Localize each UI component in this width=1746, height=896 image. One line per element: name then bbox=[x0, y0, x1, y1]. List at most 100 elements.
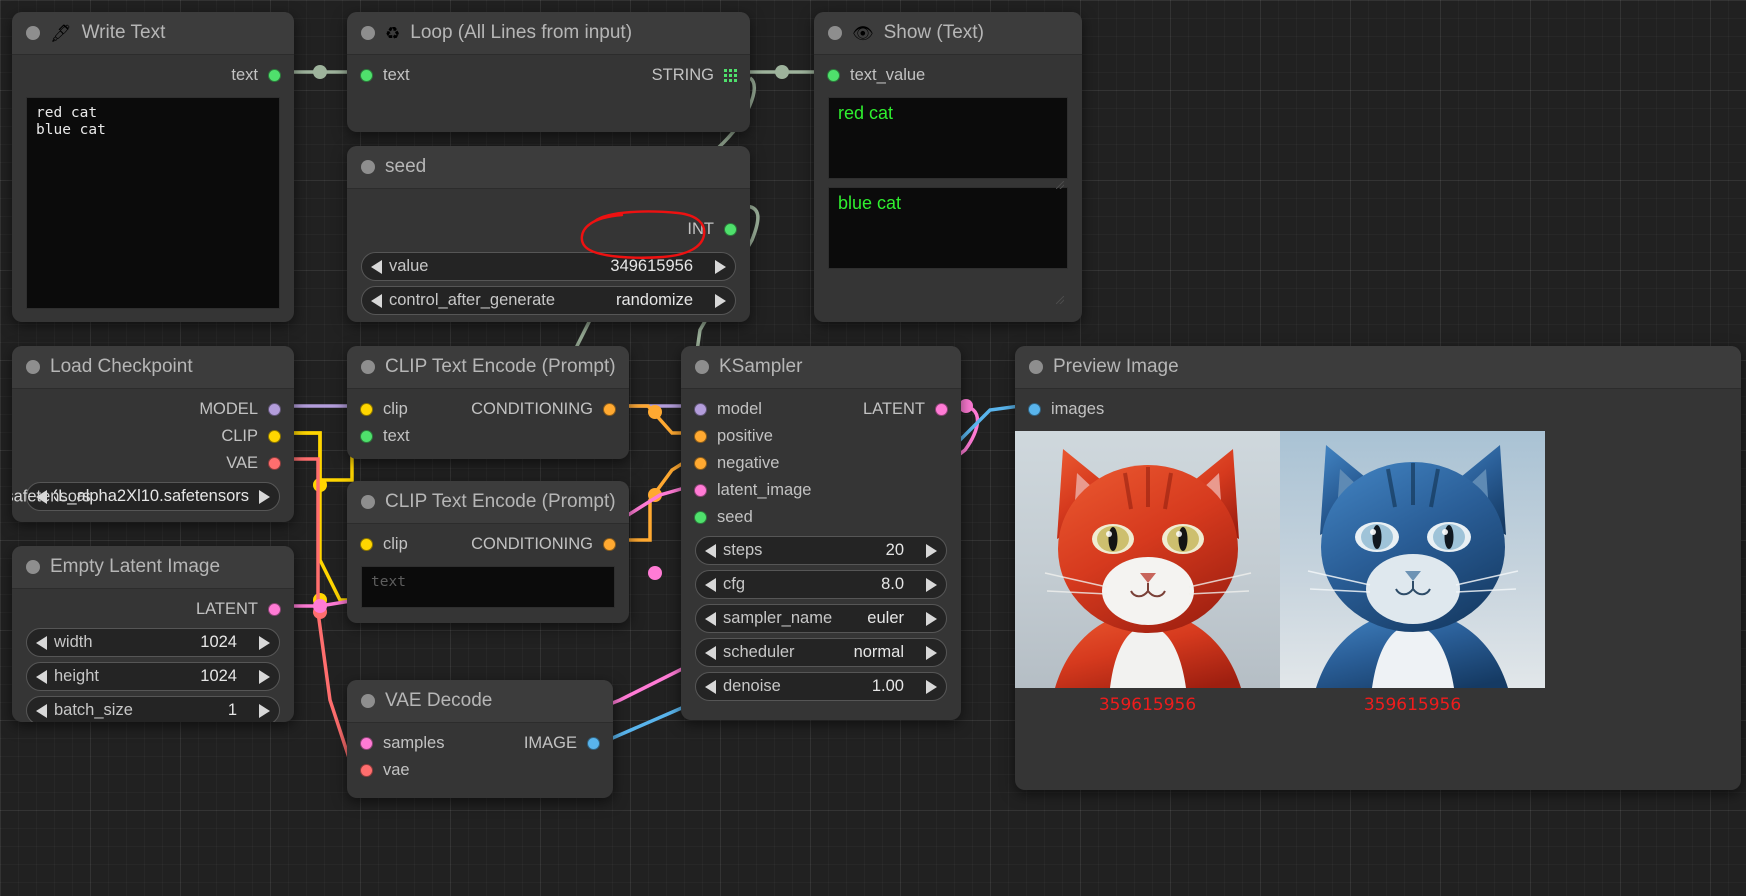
input-dot-icon[interactable] bbox=[1028, 403, 1041, 416]
increment-arrow-icon[interactable] bbox=[259, 635, 270, 650]
clip-neg-textarea[interactable]: text bbox=[361, 566, 615, 608]
node-vae-decode[interactable]: VAE Decode samples IMAGE vae bbox=[347, 680, 613, 798]
widget-value[interactable]: normal bbox=[853, 643, 904, 661]
input-dot-icon[interactable] bbox=[360, 538, 373, 551]
decrement-arrow-icon[interactable] bbox=[371, 293, 382, 308]
input-dot-icon[interactable] bbox=[360, 403, 373, 416]
node-write-text[interactable]: 🖋 Write Text text red cat blue cat bbox=[12, 12, 294, 322]
node-preview-image[interactable]: Preview Image images bbox=[1015, 346, 1741, 790]
input-dot-icon[interactable] bbox=[694, 457, 707, 470]
increment-arrow-icon[interactable] bbox=[926, 679, 937, 694]
node-title-bar[interactable]: 🖋 Write Text bbox=[12, 12, 294, 55]
decrement-arrow-icon[interactable] bbox=[36, 669, 47, 684]
increment-arrow-icon[interactable] bbox=[926, 543, 937, 558]
node-title-bar[interactable]: CLIP Text Encode (Prompt) bbox=[347, 346, 629, 389]
output-dot-icon[interactable] bbox=[935, 403, 948, 416]
decrement-arrow-icon[interactable] bbox=[705, 679, 716, 694]
ksampler-row-model[interactable]: model LATENT bbox=[681, 396, 961, 423]
node-title-bar[interactable]: ♻ Loop (All Lines from input) bbox=[347, 12, 750, 55]
clip-pos-row-1[interactable]: clip CONDITIONING bbox=[347, 396, 629, 423]
input-dot-icon[interactable] bbox=[694, 484, 707, 497]
decrement-arrow-icon[interactable] bbox=[705, 577, 716, 592]
collapse-dot-icon[interactable] bbox=[695, 360, 709, 374]
increment-arrow-icon[interactable] bbox=[259, 489, 270, 504]
collapse-dot-icon[interactable] bbox=[26, 360, 40, 374]
widget-value[interactable]: euler bbox=[867, 609, 904, 627]
input-dot-icon[interactable] bbox=[694, 511, 707, 524]
widget-sampler-name[interactable]: sampler_name euler bbox=[695, 604, 947, 633]
widget-value[interactable]: value 349615956 bbox=[361, 252, 736, 281]
widget-value[interactable]: aperXL_alpha2Xl10.safetensors bbox=[54, 487, 249, 505]
node-title-bar[interactable]: KSampler bbox=[681, 346, 961, 389]
widget-value[interactable]: 349615956 bbox=[610, 257, 693, 275]
ksampler-row-negative[interactable]: negative bbox=[681, 450, 961, 477]
show-text-output-1[interactable]: red cat bbox=[828, 97, 1068, 179]
widget-value[interactable]: 20 bbox=[885, 541, 904, 559]
ksampler-row-latent-image[interactable]: latent_image bbox=[681, 477, 961, 504]
widget-denoise[interactable]: denoise 1.00 bbox=[695, 672, 947, 701]
clip-pos-row-2[interactable]: text bbox=[347, 423, 629, 450]
node-empty-latent-image[interactable]: Empty Latent Image LATENT width 1024 hei… bbox=[12, 546, 294, 722]
collapse-dot-icon[interactable] bbox=[361, 495, 375, 509]
output-dot-icon[interactable] bbox=[724, 223, 737, 236]
preview-image-red-cat[interactable] bbox=[1015, 431, 1280, 688]
increment-arrow-icon[interactable] bbox=[715, 259, 726, 274]
increment-arrow-icon[interactable] bbox=[926, 611, 937, 626]
widget-batch-size[interactable]: batch_size 1 bbox=[26, 696, 280, 722]
vae-decode-row-samples[interactable]: samples IMAGE bbox=[347, 730, 613, 757]
collapse-dot-icon[interactable] bbox=[361, 694, 375, 708]
widget-value[interactable]: 8.0 bbox=[881, 575, 904, 593]
clip-neg-row-1[interactable]: clip CONDITIONING bbox=[347, 531, 629, 558]
string-grid-icon[interactable] bbox=[724, 69, 737, 82]
vae-decode-row-vae[interactable]: vae bbox=[347, 757, 613, 784]
increment-arrow-icon[interactable] bbox=[926, 577, 937, 592]
ksampler-row-seed[interactable]: seed bbox=[681, 504, 961, 531]
input-dot-icon[interactable] bbox=[360, 737, 373, 750]
widget-value[interactable]: 1024 bbox=[200, 667, 237, 685]
collapse-dot-icon[interactable] bbox=[361, 160, 375, 174]
output-dot-icon[interactable] bbox=[268, 403, 281, 416]
node-title-bar[interactable]: Preview Image bbox=[1015, 346, 1741, 389]
collapse-dot-icon[interactable] bbox=[361, 360, 375, 374]
output-dot-icon[interactable] bbox=[268, 430, 281, 443]
input-dot-icon[interactable] bbox=[827, 69, 840, 82]
widget-value[interactable]: randomize bbox=[615, 291, 693, 309]
node-title-bar[interactable]: Empty Latent Image bbox=[12, 546, 294, 589]
ksampler-row-positive[interactable]: positive bbox=[681, 423, 961, 450]
widget-value[interactable]: 1024 bbox=[200, 633, 237, 651]
node-load-checkpoint[interactable]: Load Checkpoint MODEL CLIP VAE bbox=[12, 346, 294, 522]
widget-width[interactable]: width 1024 bbox=[26, 628, 280, 657]
input-dot-icon[interactable] bbox=[360, 430, 373, 443]
input-slot-images[interactable]: images bbox=[1015, 396, 1741, 423]
increment-arrow-icon[interactable] bbox=[259, 669, 270, 684]
decrement-arrow-icon[interactable] bbox=[36, 489, 47, 504]
widget-value[interactable]: 1.00 bbox=[871, 677, 904, 695]
output-slot-int[interactable]: INT bbox=[347, 216, 750, 243]
resize-grip-icon-2[interactable] bbox=[1055, 295, 1065, 305]
widget-value[interactable]: 1 bbox=[227, 701, 237, 719]
widget-cfg[interactable]: cfg 8.0 bbox=[695, 570, 947, 599]
node-title-bar[interactable]: CLIP Text Encode (Prompt) bbox=[347, 481, 629, 524]
collapse-dot-icon[interactable] bbox=[1029, 360, 1043, 374]
output-dot-icon[interactable] bbox=[603, 403, 616, 416]
output-dot-icon[interactable] bbox=[268, 603, 281, 616]
collapse-dot-icon[interactable] bbox=[828, 26, 842, 40]
loop-slots[interactable]: text STRING bbox=[347, 62, 750, 89]
increment-arrow-icon[interactable] bbox=[926, 645, 937, 660]
decrement-arrow-icon[interactable] bbox=[36, 703, 47, 718]
decrement-arrow-icon[interactable] bbox=[705, 611, 716, 626]
collapse-dot-icon[interactable] bbox=[26, 26, 40, 40]
node-loop[interactable]: ♻ Loop (All Lines from input) text STRIN… bbox=[347, 12, 750, 132]
widget-height[interactable]: height 1024 bbox=[26, 662, 280, 691]
output-slot-clip[interactable]: CLIP bbox=[12, 423, 294, 450]
decrement-arrow-icon[interactable] bbox=[371, 259, 382, 274]
output-slot-text[interactable]: text bbox=[12, 62, 294, 89]
decrement-arrow-icon[interactable] bbox=[705, 543, 716, 558]
input-dot-icon[interactable] bbox=[360, 764, 373, 777]
node-clip-text-encode-positive[interactable]: CLIP Text Encode (Prompt) clip CONDITION… bbox=[347, 346, 629, 459]
resize-grip-icon-1[interactable] bbox=[1055, 180, 1065, 190]
increment-arrow-icon[interactable] bbox=[259, 703, 270, 718]
node-title-bar[interactable]: Load Checkpoint bbox=[12, 346, 294, 389]
collapse-dot-icon[interactable] bbox=[361, 26, 375, 40]
